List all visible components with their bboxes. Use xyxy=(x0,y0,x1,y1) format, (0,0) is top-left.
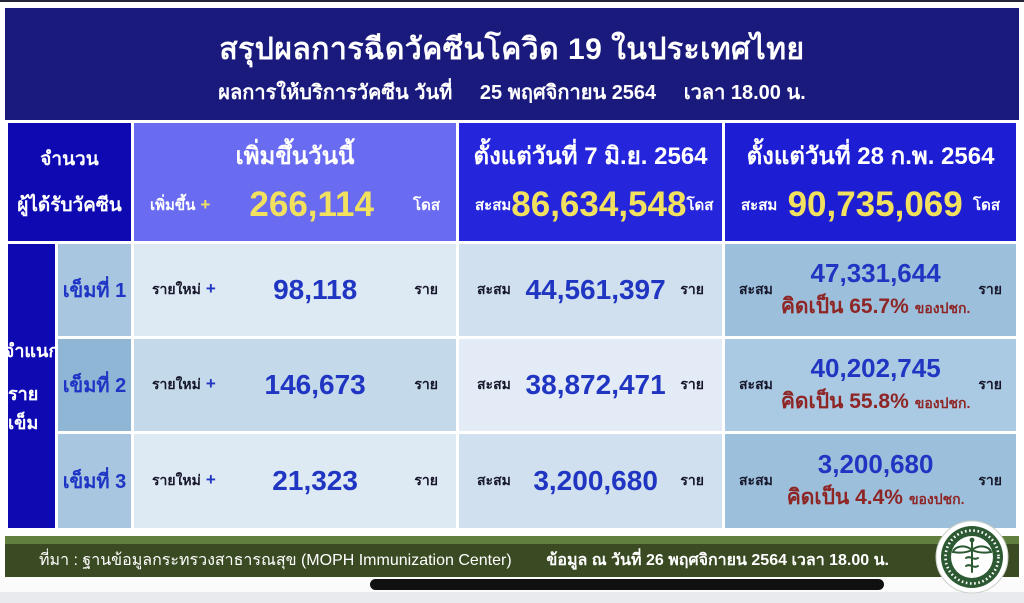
dose2-cum-label: สะสม xyxy=(477,376,511,392)
dose2-total-label: สะสม xyxy=(739,376,773,392)
jun7-total-unit: โดส xyxy=(686,197,714,214)
dose3-new-label: รายใหม่ + xyxy=(152,470,216,489)
subtitle-prefix: ผลการให้บริการวัคซีน วันที่ xyxy=(218,82,453,104)
home-indicator xyxy=(370,579,884,590)
group-header-by-dose: จำแนก รายเข็ม xyxy=(4,244,59,528)
dose3-cum-label: สะสม xyxy=(477,472,511,488)
subtitle-date: 25 พฤศจิกายน 2564 xyxy=(479,82,657,104)
group-header-line1: จำแนก xyxy=(3,340,60,361)
dose2-total-cell: สะสม 40,202,745 คิดเป็น 55.8% ของปชก. ราย xyxy=(725,339,1016,431)
feb28-total-unit: โดส xyxy=(973,197,1000,214)
dose1-total-label: สะสม xyxy=(739,281,773,297)
subtitle-time: เวลา 18.00 น. xyxy=(683,82,806,104)
dose3-total-value: 3,200,680 xyxy=(817,449,934,480)
data-source-text: ที่มา : ฐานข้อมูลกระทรวงสาธารณสุข (MOPH … xyxy=(39,552,512,569)
dose3-percent: คิดเป็น 4.4% ของปชก. xyxy=(786,485,965,509)
dose3-cum-cell: สะสม 3,200,680 ราย xyxy=(459,434,722,528)
row-header-total-vaccinated: จำนวน ผู้ได้รับวัคซีน xyxy=(8,123,131,241)
dose1-new-unit: ราย xyxy=(414,281,438,297)
dose3-label: เข็มที่ 3 xyxy=(58,434,131,528)
dose1-new-value: 98,118 xyxy=(273,274,358,305)
dose1-cum-cell: สะสม 44,561,397 ราย xyxy=(459,244,722,336)
dose1-percent-suffix: ของปชก. xyxy=(914,299,971,316)
col-today-title: เพิ่มขึ้นวันนี้ xyxy=(235,143,355,170)
dose1-cum-value: 44,561,397 xyxy=(525,274,666,305)
footer-band: ที่มา : ฐานข้อมูลกระทรวงสาธารณสุข (MOPH … xyxy=(5,544,1019,577)
dose2-percent: คิดเป็น 55.8% ของปชก. xyxy=(780,389,971,413)
today-total-value: 266,114 xyxy=(249,185,374,224)
dose1-total-values: 47,331,644 คิดเป็น 65.7% ของปชก. xyxy=(773,257,979,323)
top-border xyxy=(0,0,1024,2)
dose3-percent-suffix: ของปชก. xyxy=(908,490,965,507)
dose2-new-label: รายใหม่ + xyxy=(152,374,216,393)
plus-icon: + xyxy=(205,470,216,489)
row-header-line2: ผู้ได้รับวัคซีน xyxy=(17,195,122,216)
title-band: สรุปผลการฉีดวัคซีนโควิด 19 ในประเทศไทย ผ… xyxy=(5,8,1019,120)
dose1-new-cell: รายใหม่ + 98,118 ราย xyxy=(134,244,456,336)
plus-icon: + xyxy=(200,195,211,214)
dose3-total-unit: ราย xyxy=(978,472,1002,488)
col-header-today: เพิ่มขึ้นวันนี้ เพิ่มขึ้น + 266,114 โดส xyxy=(134,123,456,241)
col-header-since-jun7: ตั้งแต่วันที่ 7 มิ.ย. 2564 สะสม 86,634,5… xyxy=(459,123,722,241)
plus-icon: + xyxy=(205,279,216,298)
feb28-total-label: สะสม xyxy=(741,197,778,214)
bottom-edge xyxy=(0,592,1024,603)
moph-seal-icon xyxy=(935,520,1009,594)
dose3-cum-unit: ราย xyxy=(680,472,704,488)
data-updated-text: ข้อมูล ณ วันที่ 26 พฤศจิกายน 2564 เวลา 1… xyxy=(546,552,889,569)
dose1-cum-label: สะสม xyxy=(477,281,511,297)
dose1-percent: คิดเป็น 65.7% ของปชก. xyxy=(780,294,971,318)
dose2-cum-unit: ราย xyxy=(680,376,704,392)
jun7-total-row: สะสม 86,634,548 โดส xyxy=(459,185,722,225)
dose1-new-label: รายใหม่ + xyxy=(152,279,216,298)
dose2-cum-cell: สะสม 38,872,471 ราย xyxy=(459,339,722,431)
today-total-label: เพิ่มขึ้น + xyxy=(150,195,211,214)
jun7-total-value: 86,634,548 xyxy=(511,185,687,224)
dose2-new-unit: ราย xyxy=(414,376,438,392)
page-title: สรุปผลการฉีดวัคซีนโควิด 19 ในประเทศไทย xyxy=(219,33,805,66)
row-header-line1: จำนวน xyxy=(40,149,99,170)
plus-icon: + xyxy=(205,374,216,393)
dose3-total-label: สะสม xyxy=(739,472,773,488)
jun7-total-label: สะสม xyxy=(475,197,512,214)
dose1-label: เข็มที่ 1 xyxy=(58,244,131,336)
dose3-cum-value: 3,200,680 xyxy=(533,465,658,496)
dose2-percent-suffix: ของปชก. xyxy=(914,394,971,411)
dose2-total-value: 40,202,745 xyxy=(810,353,941,384)
dose3-total-cell: สะสม 3,200,680 คิดเป็น 4.4% ของปชก. ราย xyxy=(725,434,1016,528)
footer-accent-strip xyxy=(5,536,1019,544)
col-header-since-feb28: ตั้งแต่วันที่ 28 ก.พ. 2564 สะสม 90,735,0… xyxy=(725,123,1016,241)
dose3-new-value: 21,323 xyxy=(272,465,358,496)
dose2-total-unit: ราย xyxy=(978,376,1002,392)
feb28-total-value: 90,735,069 xyxy=(787,185,963,224)
dose2-label: เข็มที่ 2 xyxy=(58,339,131,431)
group-header-line2: รายเข็ม xyxy=(8,383,39,433)
vaccination-table: จำนวน ผู้ได้รับวัคซีน เพิ่มขึ้นวันนี้ เพ… xyxy=(4,123,1016,528)
dose2-new-value: 146,673 xyxy=(264,369,366,400)
dose3-total-values: 3,200,680 คิดเป็น 4.4% ของปชก. xyxy=(773,448,979,514)
dose3-new-cell: รายใหม่ + 21,323 ราย xyxy=(134,434,456,528)
dose2-new-cell: รายใหม่ + 146,673 ราย xyxy=(134,339,456,431)
dose1-total-unit: ราย xyxy=(978,281,1002,297)
page-subtitle: ผลการให้บริการวัคซีน วันที่ 25 พฤศจิกายน… xyxy=(218,76,805,108)
dose1-cum-unit: ราย xyxy=(680,281,704,297)
dose2-total-values: 40,202,745 คิดเป็น 55.8% ของปชก. xyxy=(773,352,979,418)
feb28-total-row: สะสม 90,735,069 โดส xyxy=(725,185,1016,225)
today-total-row: เพิ่มขึ้น + 266,114 โดส xyxy=(134,185,456,225)
col-feb28-title: ตั้งแต่วันที่ 28 ก.พ. 2564 xyxy=(746,143,995,170)
dose3-new-unit: ราย xyxy=(414,472,438,488)
dose1-total-value: 47,331,644 xyxy=(810,258,941,289)
dose2-cum-value: 38,872,471 xyxy=(525,369,666,400)
dose1-total-cell: สะสม 47,331,644 คิดเป็น 65.7% ของปชก. ราย xyxy=(725,244,1016,336)
today-total-unit: โดส xyxy=(413,197,440,214)
col-jun7-title: ตั้งแต่วันที่ 7 มิ.ย. 2564 xyxy=(473,143,708,170)
